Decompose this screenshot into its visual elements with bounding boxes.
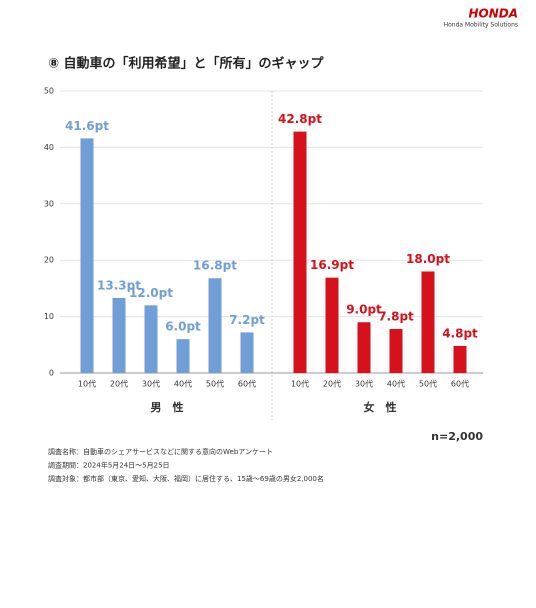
y-tick-label: 0 — [49, 369, 54, 378]
bar — [176, 339, 190, 373]
x-tick-label: 20代 — [323, 379, 341, 389]
y-tick-label: 20 — [44, 256, 54, 265]
bar — [144, 305, 158, 373]
value-label: 4.8pt — [442, 326, 478, 340]
value-label: 16.9pt — [310, 258, 354, 272]
x-tick-label: 40代 — [174, 379, 192, 389]
bar — [208, 278, 222, 373]
group-label: 女 性 — [364, 400, 397, 414]
x-tick-label: 60代 — [238, 379, 256, 389]
x-tick-label: 50代 — [206, 379, 224, 389]
x-tick-label: 10代 — [291, 379, 309, 389]
sample-size: n=2,000 — [431, 430, 483, 443]
subbrand: Honda Mobility Solutions — [444, 22, 518, 29]
value-label: 13.3pt — [97, 278, 141, 292]
bar — [453, 345, 467, 373]
bar — [357, 322, 371, 373]
bar — [293, 131, 307, 373]
value-label: 7.2pt — [229, 313, 265, 327]
x-tick-label: 60代 — [451, 379, 469, 389]
x-tick-label: 10代 — [78, 379, 96, 389]
value-label: 42.8pt — [278, 112, 322, 126]
x-tick-label: 30代 — [355, 379, 373, 389]
bar — [325, 277, 339, 373]
value-label: 18.0pt — [406, 252, 450, 266]
y-tick-label: 40 — [44, 143, 54, 152]
value-label: 9.0pt — [346, 303, 382, 317]
x-tick-label: 30代 — [142, 379, 160, 389]
group-label: 男 性 — [151, 400, 184, 414]
note: 調査期間：2024年5月24日～5月25日 — [48, 461, 170, 470]
value-label: 16.8pt — [193, 259, 237, 273]
bar — [421, 271, 435, 373]
brand: HONDA — [468, 7, 518, 21]
x-tick-label: 20代 — [110, 379, 128, 389]
x-tick-label: 40代 — [387, 379, 405, 389]
note: 調査対象：都市部（東京、愛知、大阪、福岡）に居住する、15歳～69歳の男女2,0… — [48, 474, 324, 483]
chart-title: ⑧ 自動車の「利用希望」と「所有」のギャップ — [48, 56, 325, 72]
x-tick-label: 50代 — [419, 379, 437, 389]
bar — [389, 329, 403, 373]
bar — [240, 332, 254, 373]
value-label: 7.8pt — [378, 310, 414, 324]
bar — [80, 138, 94, 373]
y-tick-label: 30 — [44, 199, 54, 208]
value-label: 12.0pt — [129, 286, 173, 300]
y-tick-label: 10 — [44, 312, 54, 321]
value-label: 6.0pt — [165, 320, 201, 334]
value-label: 41.6pt — [65, 119, 109, 133]
y-tick-label: 50 — [44, 87, 54, 96]
note: 調査名称：自動車のシェアサービスなどに関する意向のWebアンケート — [48, 447, 273, 456]
bar — [112, 297, 126, 373]
